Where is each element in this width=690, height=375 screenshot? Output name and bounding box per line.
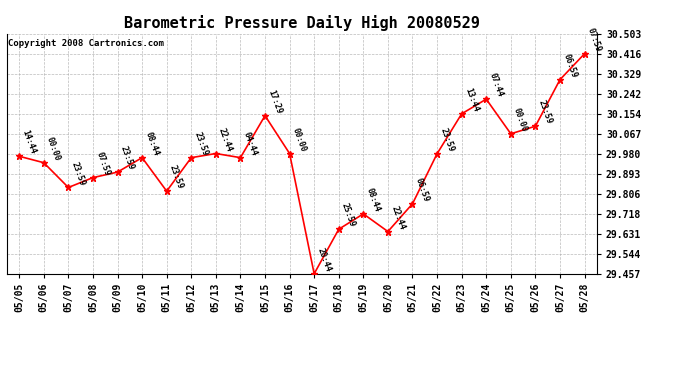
Text: Copyright 2008 Cartronics.com: Copyright 2008 Cartronics.com: [8, 39, 164, 48]
Text: 07:59: 07:59: [586, 27, 603, 53]
Text: 04:44: 04:44: [241, 130, 259, 157]
Text: 06:59: 06:59: [414, 177, 431, 203]
Text: 00:00: 00:00: [45, 135, 62, 162]
Text: 14:44: 14:44: [21, 129, 37, 156]
Text: 22:44: 22:44: [217, 126, 234, 153]
Text: 23:59: 23:59: [193, 130, 210, 157]
Text: 22:44: 22:44: [389, 204, 406, 231]
Text: 23:59: 23:59: [438, 126, 455, 153]
Text: 23:59: 23:59: [70, 160, 86, 187]
Text: 07:44: 07:44: [487, 72, 504, 99]
Text: 13:44: 13:44: [463, 87, 480, 113]
Text: 25:59: 25:59: [340, 202, 357, 228]
Text: 06:59: 06:59: [561, 53, 578, 79]
Text: 23:59: 23:59: [168, 164, 185, 190]
Text: 17:29: 17:29: [266, 88, 283, 115]
Title: Barometric Pressure Daily High 20080529: Barometric Pressure Daily High 20080529: [124, 15, 480, 31]
Text: 23:59: 23:59: [537, 99, 553, 126]
Text: 20:44: 20:44: [315, 246, 333, 273]
Text: 00:00: 00:00: [290, 126, 308, 153]
Text: 00:00: 00:00: [512, 106, 529, 133]
Text: 23:59: 23:59: [119, 145, 136, 171]
Text: 07:59: 07:59: [94, 150, 111, 177]
Text: 08:44: 08:44: [144, 130, 160, 157]
Text: 08:44: 08:44: [364, 187, 382, 213]
